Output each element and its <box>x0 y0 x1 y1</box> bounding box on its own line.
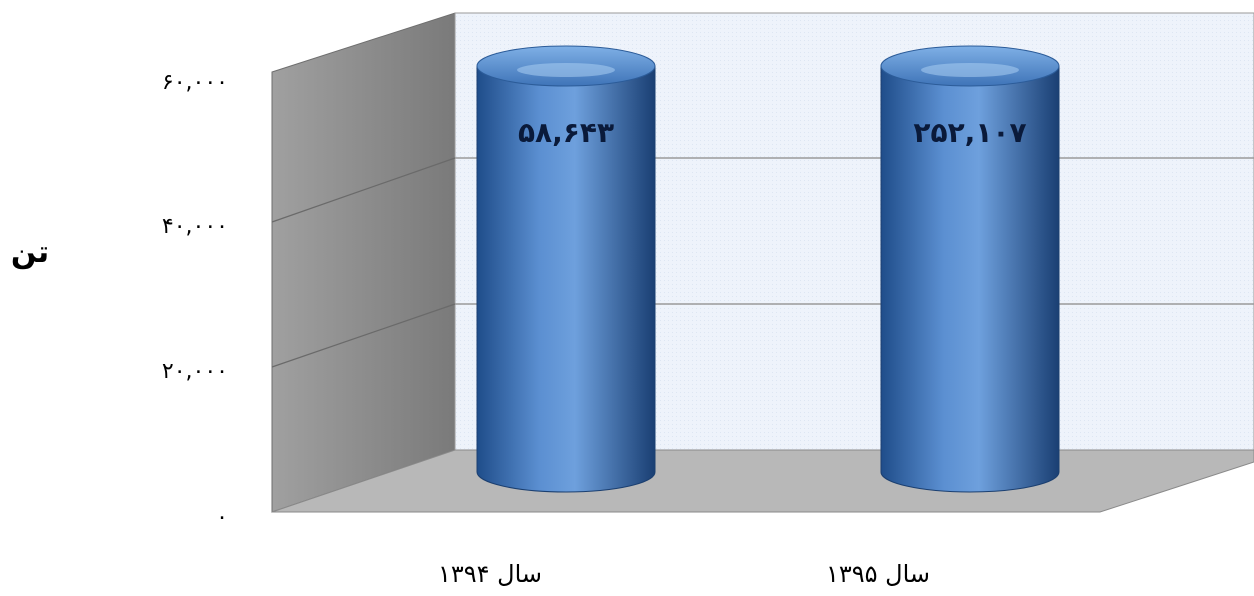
gridline <box>271 157 456 223</box>
y-axis-label: تن <box>11 235 49 270</box>
side-wall <box>271 12 456 513</box>
x-axis: سال ۱۳۹۴ سال ۱۳۹۵ <box>438 560 930 588</box>
y-axis: ۰ ۲۰,۰۰۰ ۴۰,۰۰۰ ۶۰,۰۰۰ <box>162 70 228 530</box>
x-tick-label: سال ۱۳۹۵ <box>826 560 930 588</box>
y-tick-label: ۰ <box>216 505 228 530</box>
data-label: ۲۵۲,۱۰۷ <box>913 116 1026 149</box>
gridline <box>271 303 456 368</box>
bar-body <box>476 65 656 493</box>
bar-highlight <box>517 63 615 77</box>
x-tick-label: سال ۱۳۹۴ <box>438 560 542 588</box>
bars: ۵۸,۶۴۳ ۲۵۲,۱۰۷ <box>476 45 1060 493</box>
bar-highlight <box>921 63 1019 77</box>
bar: ۲۵۲,۱۰۷ <box>880 45 1060 493</box>
bar-body <box>880 65 1060 493</box>
y-tick-label: ۶۰,۰۰۰ <box>162 70 228 95</box>
data-label: ۵۸,۶۴۳ <box>518 116 614 149</box>
y-tick-label: ۴۰,۰۰۰ <box>162 214 228 239</box>
y-tick-label: ۲۰,۰۰۰ <box>162 359 228 384</box>
bar: ۵۸,۶۴۳ <box>476 45 656 493</box>
